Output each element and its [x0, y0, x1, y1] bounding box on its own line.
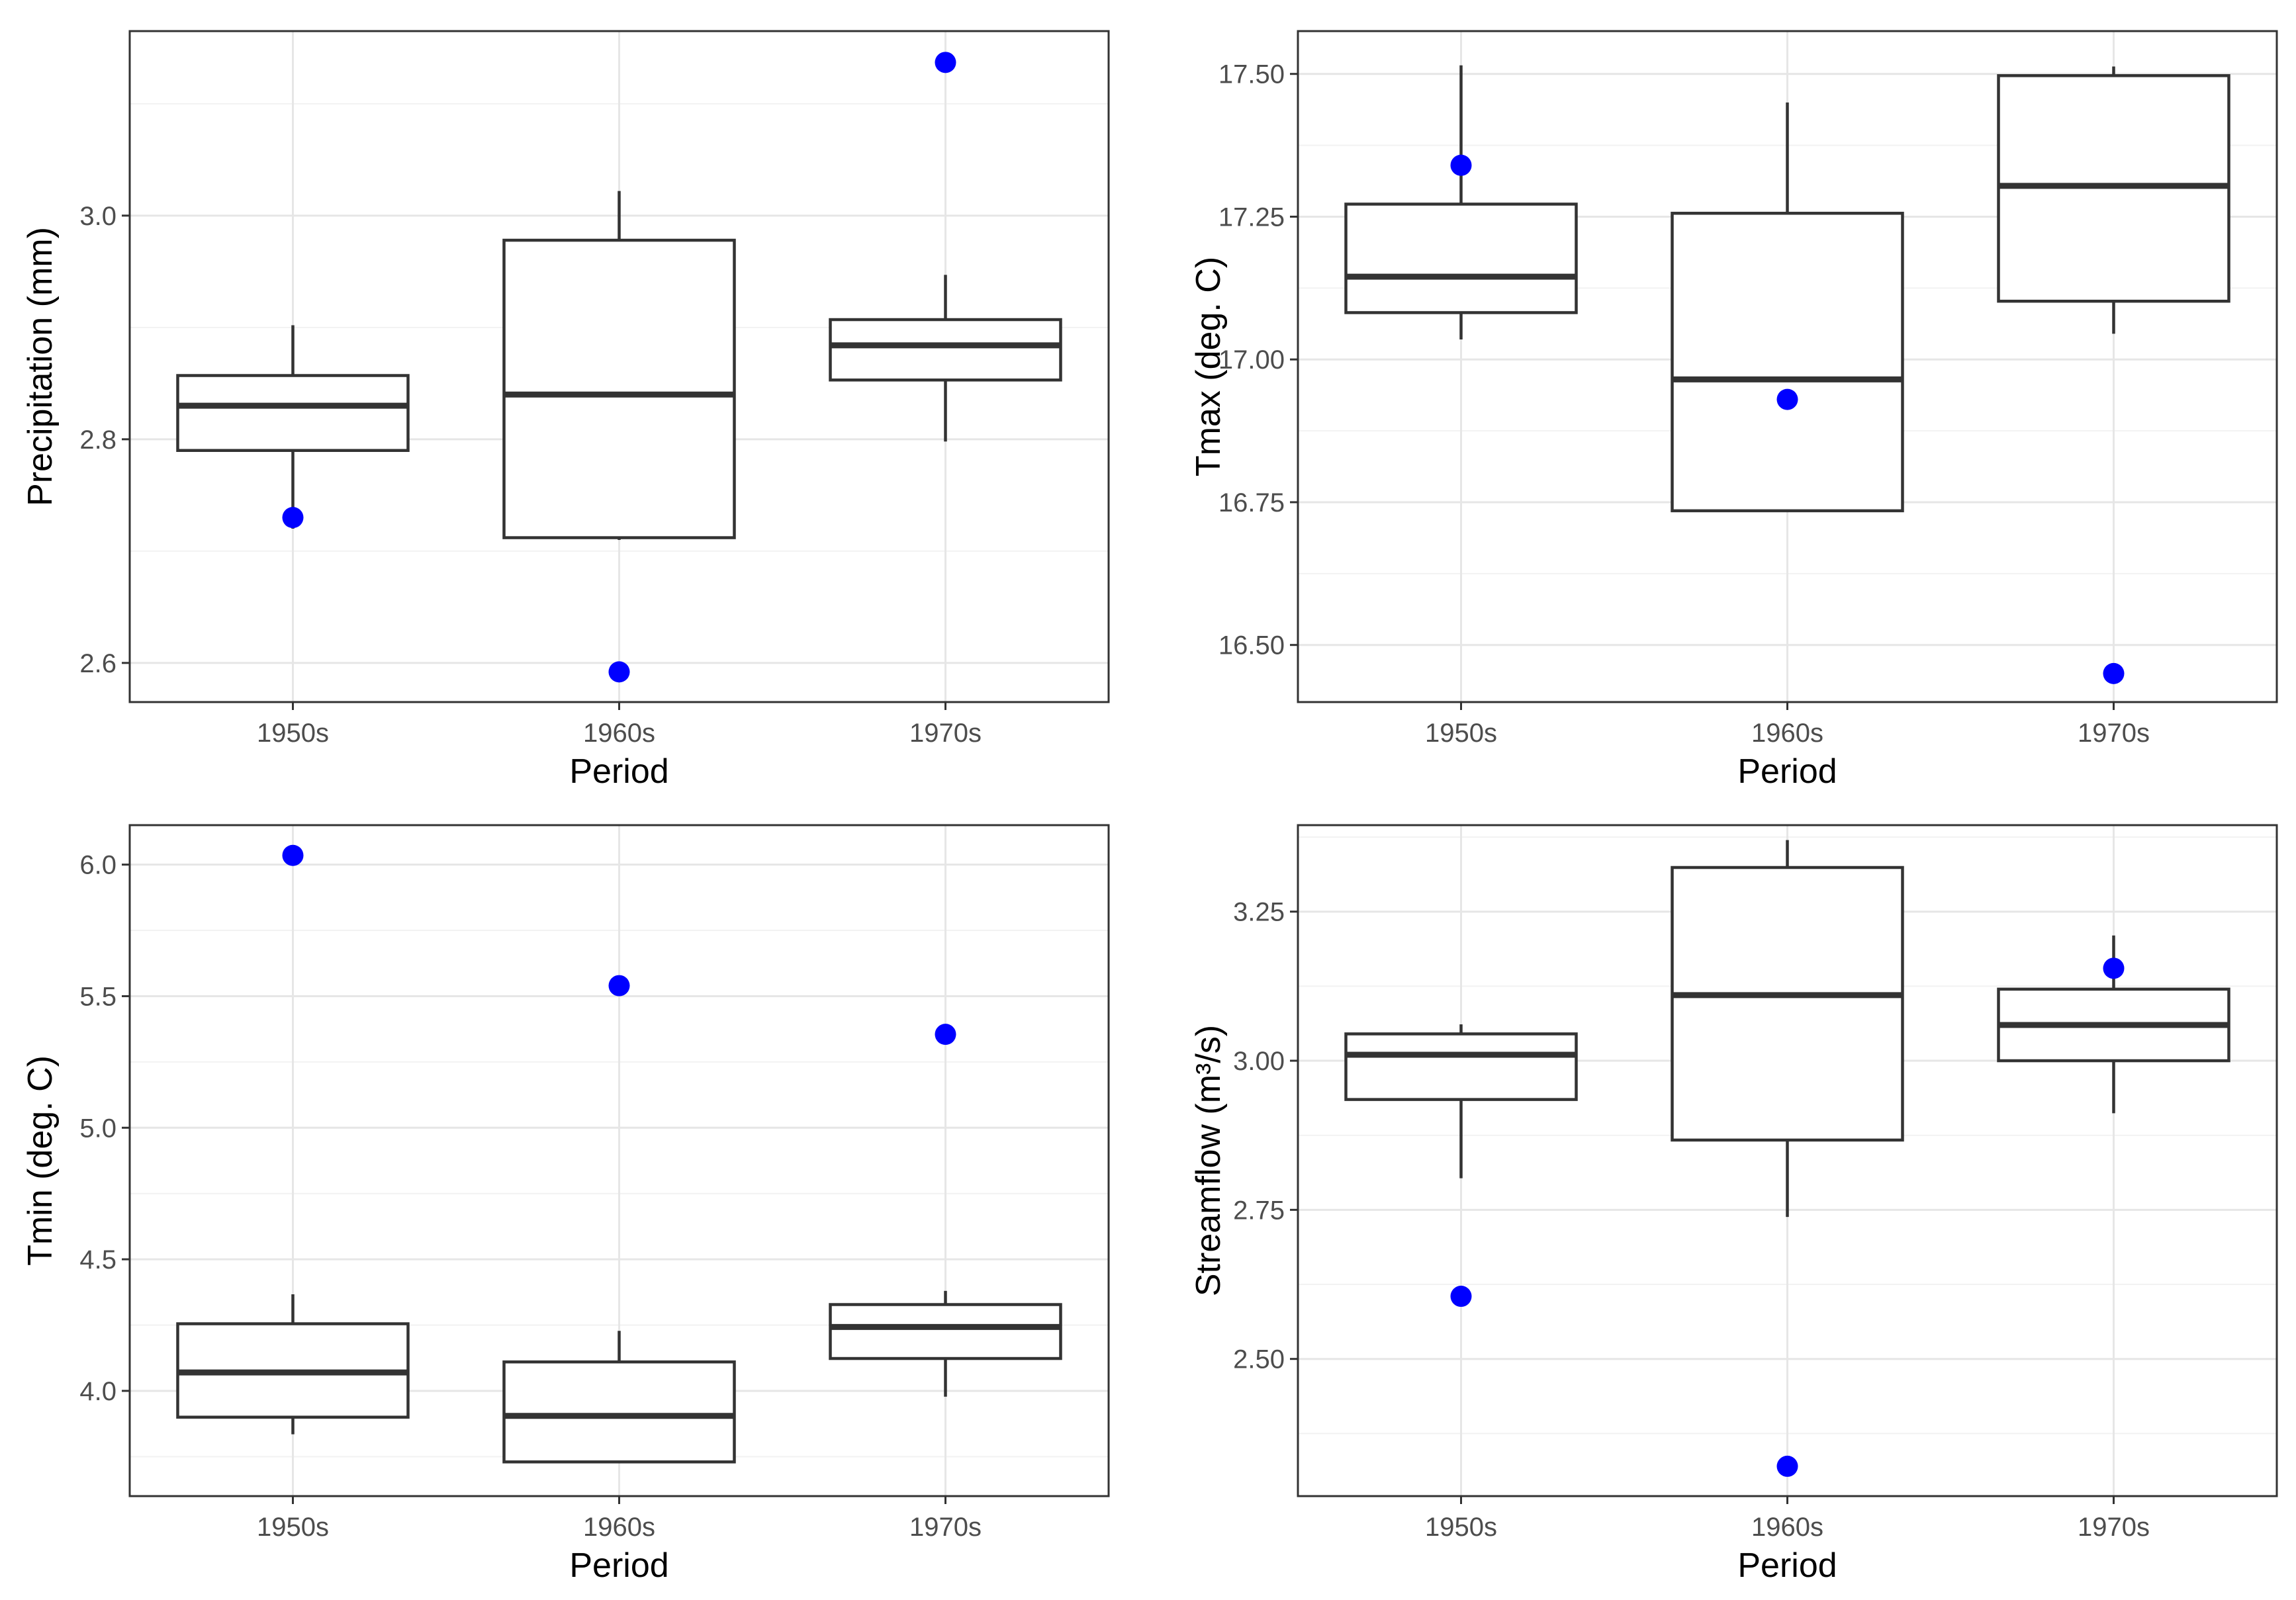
x-tick-label: 1950s [1425, 1513, 1497, 1542]
y-tick-label: 16.50 [1218, 631, 1285, 660]
data-point-1970s [2103, 957, 2125, 979]
y-tick-label: 2.75 [1233, 1196, 1285, 1225]
box-1960s [502, 1331, 736, 1464]
data-point-1960s [608, 661, 630, 683]
panel-3: 4.0 4.5 5.0 5.5 6.0 1950s 1960s 1970s Period Tmin… [21, 824, 1110, 1585]
x-tick-label: 1970s [909, 1513, 982, 1542]
box-1950s [176, 1294, 410, 1435]
y-axis-title: Tmin (deg. C) [21, 1055, 60, 1266]
box-iqr [1671, 212, 1904, 513]
data-point-1950s [1450, 154, 1472, 176]
x-axis-title: Period [1737, 1546, 1837, 1585]
y-tick-label: 6.0 [79, 851, 116, 880]
box-iqr [1344, 202, 1578, 314]
box-1950s [1344, 1024, 1578, 1178]
x-axis-title: Period [569, 1546, 668, 1585]
box-iqr [829, 318, 1062, 382]
x-tick-label: 1970s [909, 719, 982, 748]
y-axis-title: Tmax (deg. C) [1189, 257, 1228, 476]
y-tick-label: 4.5 [79, 1245, 116, 1274]
y-axis-title: Streamflow (m³/s) [1189, 1025, 1228, 1296]
x-tick-label: 1950s [1425, 719, 1497, 748]
y-tick-label: 17.25 [1218, 202, 1285, 232]
box-1970s [829, 1290, 1062, 1397]
panel-4: 2.50 2.75 3.00 3.25 1950s 1960s 1970s Period Str… [1189, 824, 2278, 1585]
x-tick-label: 1970s [2078, 719, 2150, 748]
box-iqr [1671, 866, 1904, 1142]
box-iqr [176, 374, 410, 453]
data-point-1970s [935, 52, 956, 73]
data-point-1950s [282, 844, 304, 866]
box-1970s [1997, 66, 2230, 334]
y-tick-label: 2.6 [79, 649, 116, 678]
box-1960s [1671, 840, 1904, 1218]
data-point-1970s [2103, 662, 2125, 684]
box-1950s [1344, 65, 1578, 340]
y-tick-label: 5.5 [79, 982, 116, 1011]
box-1970s [1997, 935, 2230, 1114]
y-tick-label: 4.0 [79, 1377, 116, 1406]
data-point-1950s [1450, 1286, 1472, 1308]
x-axis-title: Period [569, 752, 668, 791]
x-tick-label: 1950s [257, 1513, 329, 1542]
y-tick-label: 16.75 [1218, 488, 1285, 517]
box-iqr [829, 1303, 1062, 1360]
x-tick-label: 1960s [583, 719, 655, 748]
y-tick-label: 2.50 [1233, 1345, 1285, 1374]
data-point-1960s [608, 975, 630, 997]
box-iqr [502, 1360, 736, 1464]
data-point-1950s [282, 507, 304, 529]
box-iqr [502, 238, 736, 539]
y-tick-label: 3.25 [1233, 898, 1285, 927]
data-point-1960s [1776, 388, 1798, 410]
panel-2: 16.50 16.75 17.00 17.25 17.50 1950s 1960s 1970s… [1189, 30, 2278, 791]
x-tick-label: 1970s [2078, 1513, 2150, 1542]
y-tick-label: 3.0 [79, 202, 116, 231]
x-tick-label: 1960s [1751, 1513, 1823, 1542]
x-tick-label: 1950s [257, 719, 329, 748]
data-point-1960s [1776, 1455, 1798, 1477]
box-1960s [1671, 102, 1904, 513]
y-tick-label: 2.8 [79, 425, 116, 455]
y-tick-label: 3.00 [1233, 1047, 1285, 1076]
box-iqr [1344, 1032, 1578, 1101]
box-1970s [829, 275, 1062, 442]
y-tick-label: 5.0 [79, 1114, 116, 1143]
x-tick-label: 1960s [583, 1513, 655, 1542]
x-axis-title: Period [1737, 752, 1837, 791]
data-point-1970s [935, 1024, 956, 1045]
y-tick-label: 17.00 [1218, 345, 1285, 375]
box-1960s [502, 191, 736, 540]
y-axis-title: Precipitation (mm) [21, 227, 60, 506]
y-tick-label: 17.50 [1218, 60, 1285, 89]
panel-1: 2.6 2.8 3.0 1950s 1960s 1970s Period Precipitat… [21, 30, 1110, 791]
x-tick-label: 1960s [1751, 719, 1823, 748]
